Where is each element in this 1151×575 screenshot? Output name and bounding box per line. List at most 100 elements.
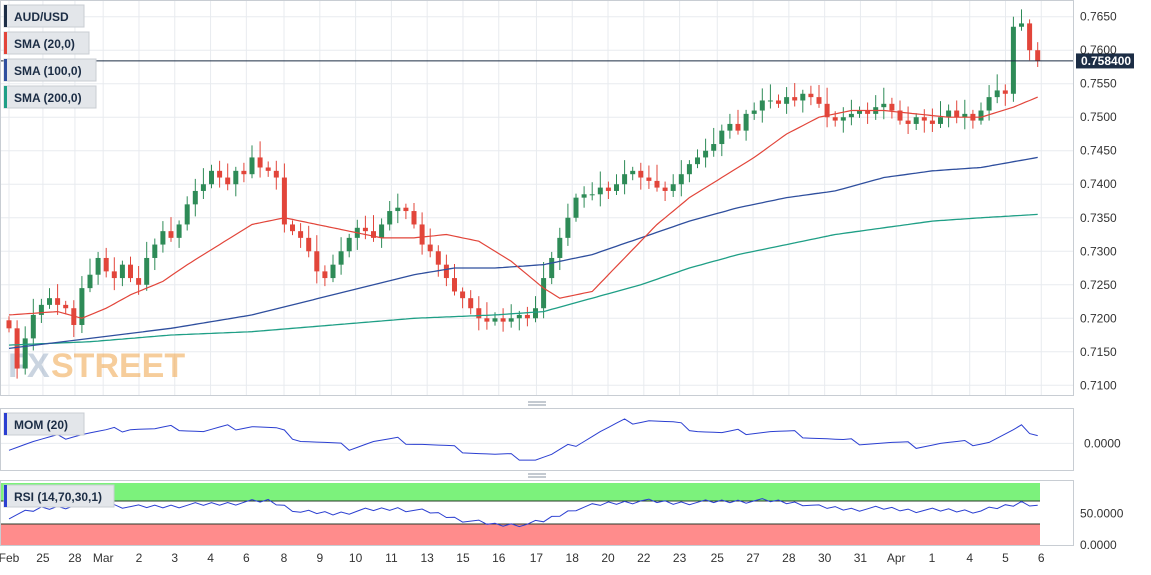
candle-body [881,103,887,108]
candle-body [452,278,457,292]
candle-body [784,97,790,104]
candle [630,166,636,181]
svg-text:0.758400: 0.758400 [1081,54,1131,68]
mom-path [8,418,1038,461]
candle-body [427,244,433,252]
candle-body [22,338,28,369]
candle-body [387,211,393,225]
candle [524,306,530,327]
rsi-oversold-band [1,524,1040,545]
candle-body [605,187,611,191]
candle-body [87,274,93,289]
candle [808,85,814,106]
candlestick-series [6,9,1041,379]
price-axis-tick-label: 0.7250 [1080,278,1117,292]
candle-body [808,93,814,98]
candle [330,254,336,283]
candle [695,149,700,169]
candle-body [330,264,336,279]
rsi-panel-resize-handle[interactable] [528,473,546,478]
candle-body [614,184,619,191]
candle-body [630,170,636,175]
candle-body [63,304,69,309]
candle [79,276,85,334]
candle [209,164,214,189]
candle [419,212,425,255]
sma-100-tag[interactable]: SMA (100,0) [3,58,97,82]
candle-body [557,237,563,258]
candle [792,83,798,107]
candle [346,233,352,258]
candle [249,145,255,179]
candle [200,168,206,199]
candle-body [184,204,190,225]
date-axis-tick-label: 28 [782,551,796,565]
mom-panel-resize-handle[interactable] [528,401,546,406]
candle-body [589,194,595,196]
candle [654,164,660,192]
candle [265,161,271,177]
sma-20-tag[interactable]: SMA (20,0) [3,31,90,55]
candle [573,193,579,222]
candle-body [225,177,231,185]
candle-body [573,197,579,218]
candle-body [549,257,555,279]
candle [678,160,684,197]
date-axis-tick-label: 11 [385,551,398,565]
candle-body [468,298,474,309]
candle-body [249,157,255,175]
candle-body [500,318,506,322]
candle-body [792,97,798,101]
candle [119,260,125,287]
sma-200-tag[interactable]: SMA (200,0) [3,85,97,109]
mom-indicator-tag[interactable]: MOM (20) [3,412,85,436]
candle [306,225,312,258]
candle [711,127,717,157]
date-axis-tick-label: 8 [281,551,288,565]
date-axis-tick-label: Mar [93,551,114,565]
candle [476,296,482,331]
candle [427,228,433,258]
candle [273,160,279,190]
candle-body [743,113,749,131]
last-price-label: 0.758400 [1076,53,1134,69]
candle [549,251,555,285]
candle-body [533,308,538,319]
candle [541,261,547,319]
candle [30,298,36,351]
candle-body [419,224,425,245]
mom-axis-tick-label: 0.0000 [1084,436,1121,450]
candle [1019,9,1024,31]
candle [978,102,984,125]
candle-body [654,180,660,188]
candle-body [395,207,401,212]
symbol-tag[interactable]: AUD/USD [3,4,85,28]
candle [38,298,44,323]
candle-body [265,167,271,171]
date-axis-tick-label: 27 [746,551,760,565]
date-axis-tick-label: Apr [887,551,906,565]
candle [192,178,198,217]
date-axis-tick-label: 15 [456,551,470,565]
candle-body [695,157,700,165]
candle-body [298,231,304,238]
candle-body [816,97,822,104]
grid-lines [1,1,1073,444]
candle-body [281,177,287,225]
candle-body [290,224,295,232]
candle-body [95,257,101,275]
candle [160,221,166,253]
candle-body [824,103,830,118]
date-axis-tick-label: 5 [1002,551,1009,565]
rsi-indicator-tag[interactable]: RSI (14,70,30,1) [3,484,115,508]
candle-body [735,123,741,131]
candle-body [476,308,482,319]
date-axis-tick-label: 31 [854,551,868,565]
sma-lines [8,96,1038,350]
candle [719,124,725,157]
axis-labels: 0.7100 0.7150 0.7200 0.7250 0.7300 0.7350 0.74… [1080,10,1124,552]
fxstreet-watermark: F X STREET [8,347,185,385]
candle [913,113,919,130]
candle-body [662,187,668,191]
candle-body [192,190,198,205]
